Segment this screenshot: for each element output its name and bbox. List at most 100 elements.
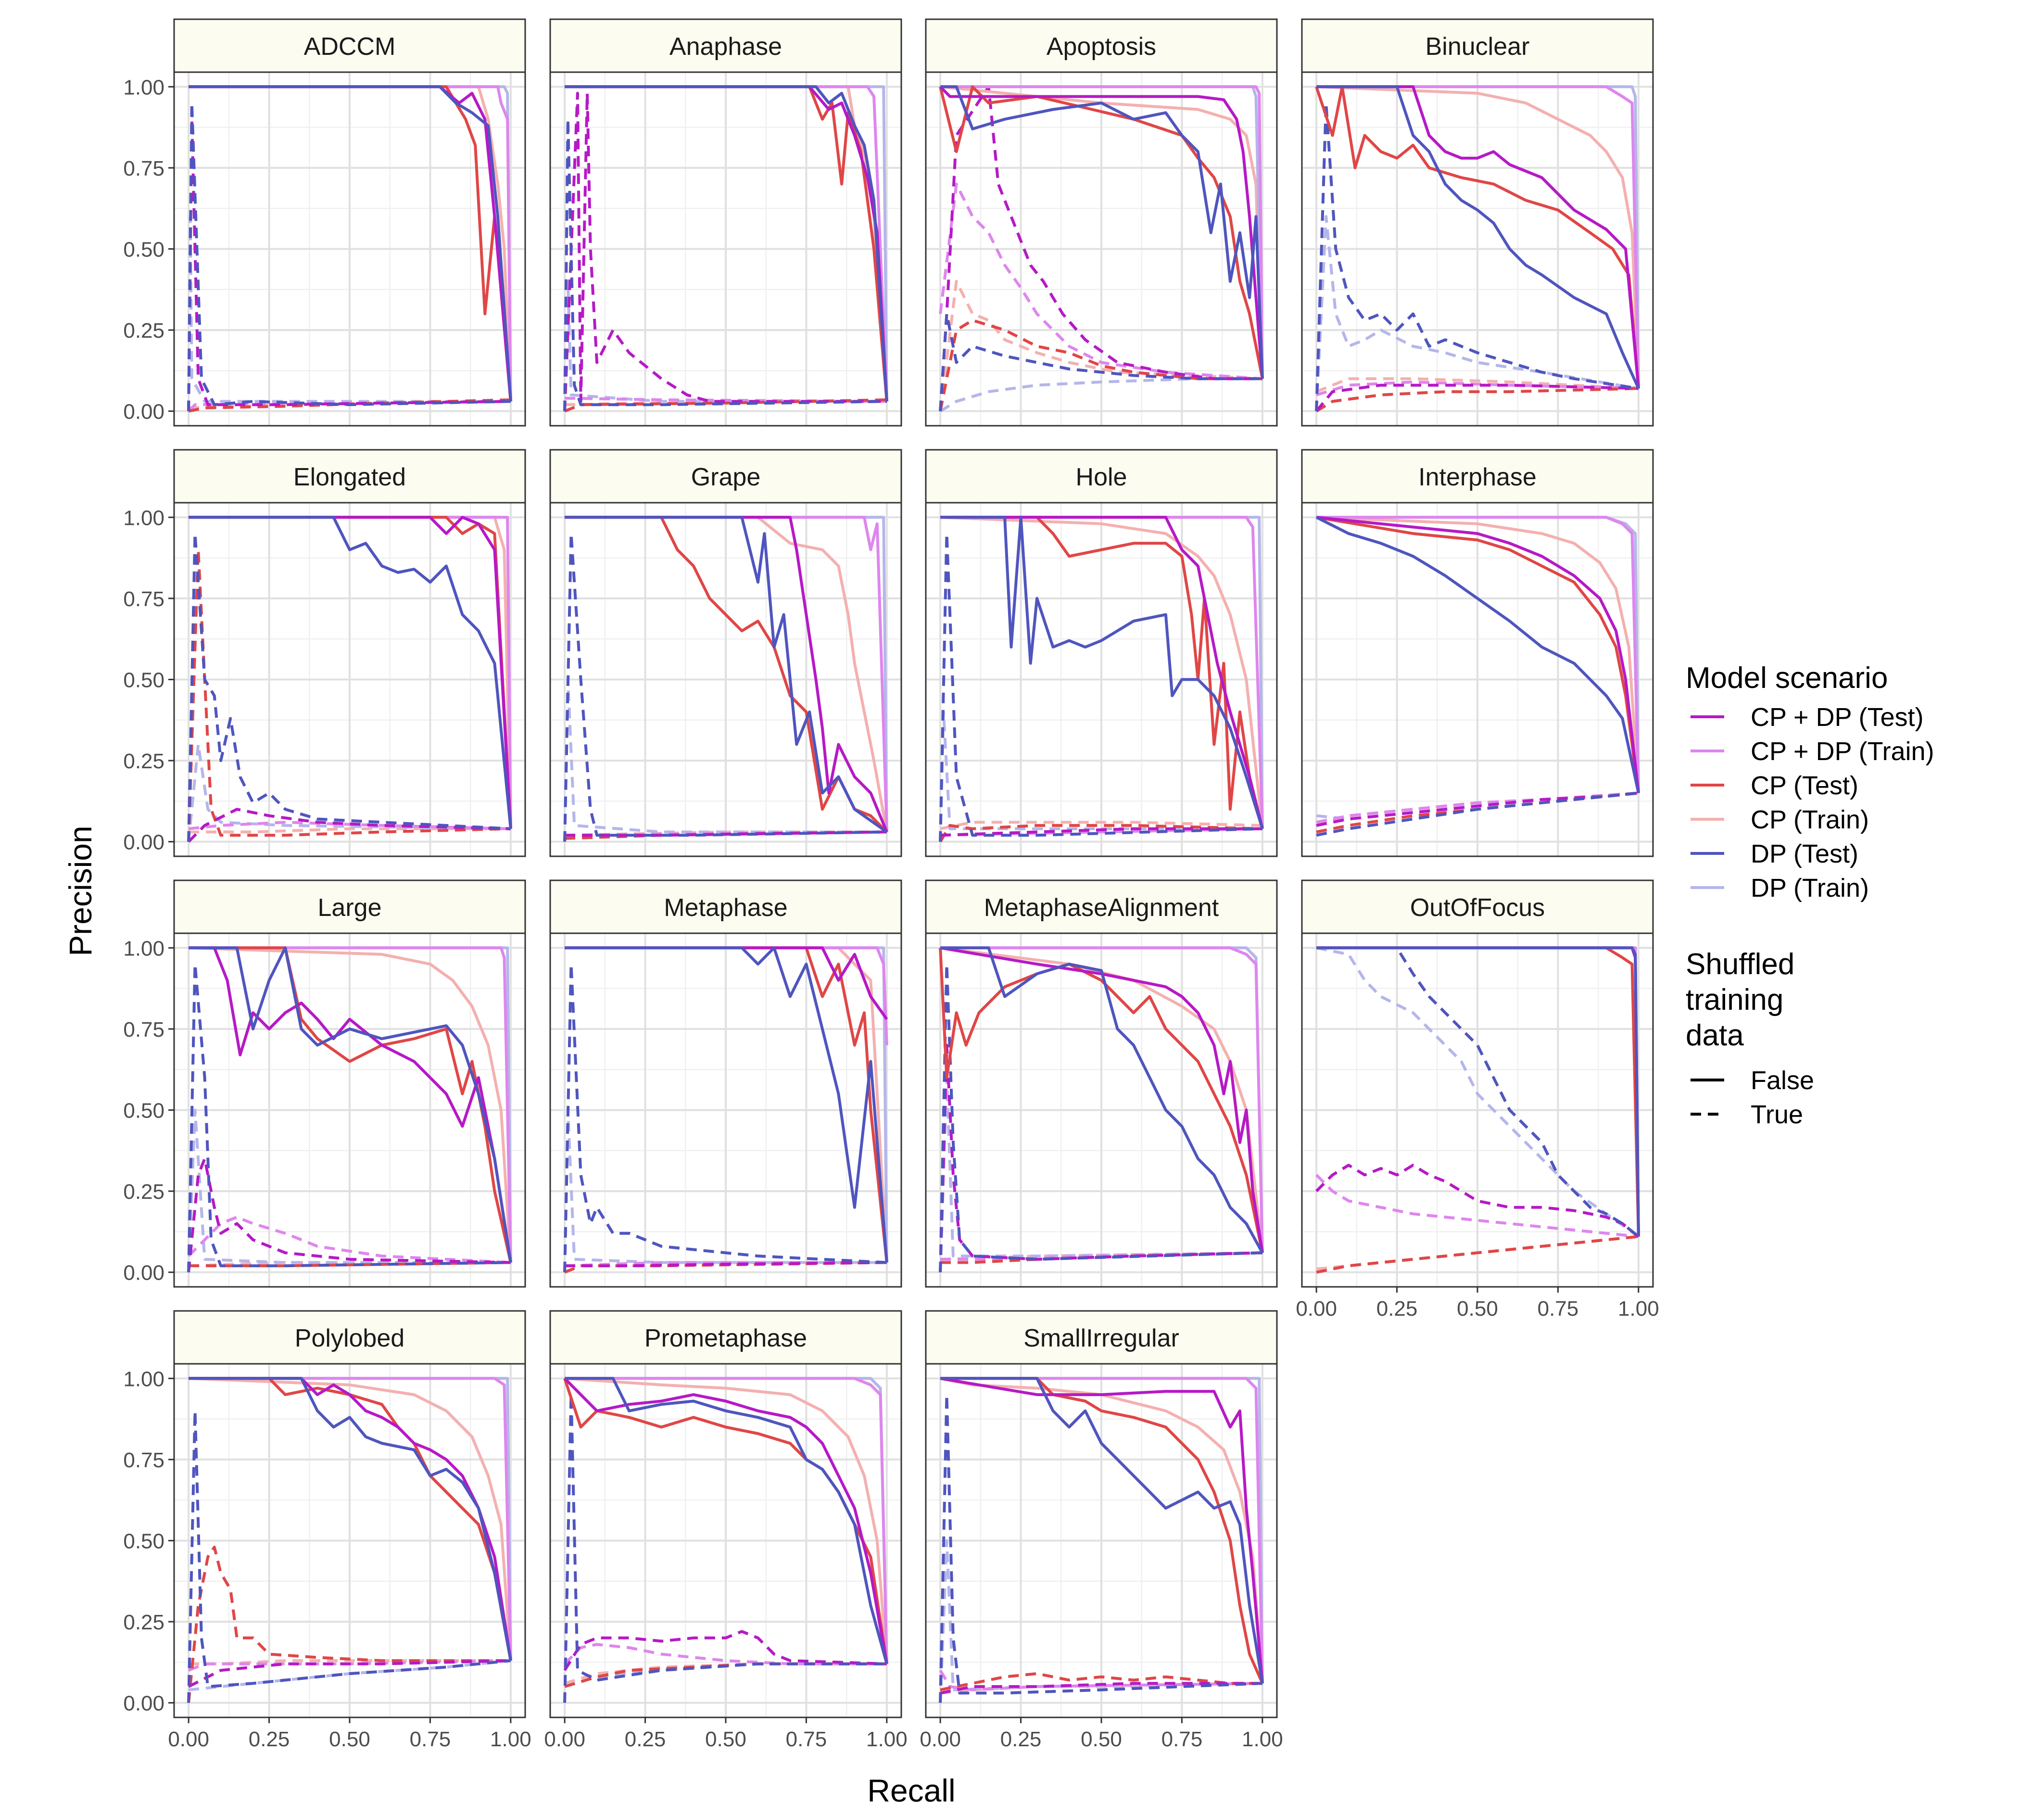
x-tick-label: 0.25	[249, 1728, 290, 1751]
y-tick-label: 1.00	[123, 1367, 164, 1391]
series-line-cp-test-shuffled	[188, 398, 511, 413]
series-line-dp-test-unshuffled	[1316, 946, 1640, 1237]
facet-strip-label: Prometaphase	[644, 1324, 807, 1352]
facet-strip-label: MetaphaseAlignment	[984, 894, 1219, 922]
series-line-dp-test-shuffled	[1316, 791, 1639, 837]
series-line-cp-test-shuffled	[940, 1672, 1262, 1691]
series-line-cpdp-test-unshuffled	[565, 516, 888, 833]
panel-border	[925, 71, 1278, 427]
facet-panel-interphase: Interphase	[1301, 449, 1654, 857]
series-line-cp-train-unshuffled	[940, 516, 1264, 829]
facet-panel-binuclear: Binuclear	[1301, 18, 1654, 427]
series-line-dp-test-unshuffled	[189, 946, 512, 1263]
facet-strip	[925, 1310, 1278, 1365]
facet-strip	[925, 18, 1278, 73]
x-tick-label: 1.00	[866, 1728, 908, 1751]
y-tick-label: 0.75	[123, 157, 164, 180]
x-tick-label: 0.50	[329, 1728, 370, 1751]
series-line-dp-test-unshuffled	[940, 85, 1264, 379]
series-line-dp-train-shuffled	[187, 1108, 511, 1272]
series-line-cpdp-test-shuffled	[188, 1659, 511, 1688]
panel-border	[549, 71, 902, 427]
series-line-cp-train-shuffled	[940, 821, 1262, 830]
x-tick-label: 0.25	[625, 1728, 666, 1751]
facet-strip-label: Elongated	[293, 463, 406, 491]
facet-panel-anaphase: Anaphase	[549, 18, 902, 427]
legend-label-cpdp-test: CP + DP (Test)	[1751, 703, 1924, 732]
series-line-cpdp-test-shuffled	[563, 91, 887, 411]
facet-strip	[549, 1310, 902, 1365]
series-line-dp-test-unshuffled	[189, 1377, 512, 1661]
y-tick-label: 0.50	[123, 1099, 164, 1123]
x-tick-label: 0.75	[1161, 1728, 1203, 1751]
series-line-dp-test-shuffled	[939, 312, 1262, 411]
y-tick-label: 0.50	[123, 1530, 164, 1553]
series-line-dp-test-unshuffled	[940, 946, 1264, 1254]
facet-strip-label: Apoptosis	[1047, 33, 1156, 61]
series-line-cpdp-test-shuffled	[187, 808, 511, 843]
x-tick-label: 0.75	[410, 1728, 451, 1751]
y-tick-label: 0.75	[123, 587, 164, 611]
series-line-dp-test-shuffled	[563, 117, 887, 411]
series-line-cpdp-test-shuffled	[565, 1261, 887, 1268]
series-line-dp-test-shuffled	[563, 1393, 887, 1703]
x-tick-label: 0.50	[705, 1728, 746, 1751]
series-line-dp-test-unshuffled	[940, 1377, 1264, 1684]
facet-panel-smallirregular: SmallIrregular 0.00 0.25 0.50 0.75 1.00	[920, 1310, 1283, 1751]
series-line-dp-test-unshuffled	[1315, 516, 1640, 794]
series-line-dp-test-unshuffled	[940, 516, 1264, 829]
series-line-dp-test-unshuffled	[189, 85, 512, 402]
y-tick-label: 0.25	[123, 750, 164, 773]
legend-label-dp-test: DP (Test)	[1751, 839, 1858, 868]
series-line-cpdp-test-unshuffled	[939, 86, 1264, 379]
facet-panel-hole: Hole	[925, 449, 1278, 857]
facet-strip	[173, 18, 526, 73]
y-tick-label: 1.00	[123, 937, 164, 960]
series-line-cpdp-test-unshuffled	[563, 1377, 888, 1664]
series-line-cpdp-train-unshuffled	[189, 946, 512, 1263]
legend-title-linetype: data	[1686, 1019, 1744, 1052]
legend-label-dp-train: DP (Train)	[1751, 874, 1869, 902]
x-tick-label: 0.00	[1296, 1297, 1337, 1321]
series-line-cp-test-shuffled	[1316, 1235, 1639, 1274]
series-line-cp-train-unshuffled	[188, 1377, 512, 1661]
series-line-cpdp-test-unshuffled	[1316, 516, 1640, 793]
series-line-cp-train-shuffled	[189, 827, 511, 834]
x-axis-title: Recall	[867, 1773, 955, 1804]
series-line-cpdp-train-unshuffled	[1316, 516, 1640, 793]
series-line-dp-test-shuffled	[939, 532, 1262, 842]
series-line-cpdp-test-shuffled	[1316, 791, 1639, 827]
series-line-cp-train-unshuffled	[1316, 85, 1640, 389]
series-line-cpdp-test-shuffled	[187, 1157, 511, 1272]
x-tick-label: 0.00	[168, 1728, 209, 1751]
x-tick-label: 0.00	[544, 1728, 585, 1751]
panel-border	[549, 502, 902, 857]
series-line-cpdp-test-unshuffled	[565, 946, 888, 1020]
series-line-cp-test-unshuffled	[189, 946, 512, 1263]
facet-strip	[549, 18, 902, 73]
series-line-cp-train-unshuffled	[1316, 516, 1640, 793]
series-line-cp-train-unshuffled	[564, 1377, 888, 1664]
series-line-cp-train-unshuffled	[188, 946, 512, 1263]
panel-border	[1301, 502, 1654, 857]
series-line-cp-test-unshuffled	[565, 946, 888, 1263]
facet-strip-label: Large	[318, 894, 382, 922]
series-line-cp-train-unshuffled	[940, 1377, 1264, 1684]
y-tick-label: 0.75	[123, 1448, 164, 1472]
series-line-cpdp-test-unshuffled	[940, 1377, 1264, 1684]
series-line-dp-test-shuffled	[187, 102, 511, 411]
facet-strip	[925, 449, 1278, 504]
x-tick-label: 0.00	[920, 1728, 961, 1751]
series-line-cp-test-unshuffled	[940, 516, 1264, 829]
panel-border	[925, 502, 1278, 857]
series-line-cpdp-train-unshuffled	[940, 85, 1264, 379]
facet-strip-label: Anaphase	[669, 33, 782, 61]
facet-strip-label: Hole	[1076, 463, 1127, 491]
series-line-cpdp-train-unshuffled	[1316, 85, 1640, 389]
series-line-cpdp-test-shuffled	[940, 1682, 1262, 1695]
y-axis-title: Precision	[63, 826, 98, 956]
y-tick-label: 0.50	[123, 669, 164, 692]
series-line-cpdp-train-shuffled	[939, 1669, 1262, 1691]
y-tick-label: 0.50	[123, 238, 164, 262]
series-line-cp-test-shuffled	[939, 318, 1262, 412]
